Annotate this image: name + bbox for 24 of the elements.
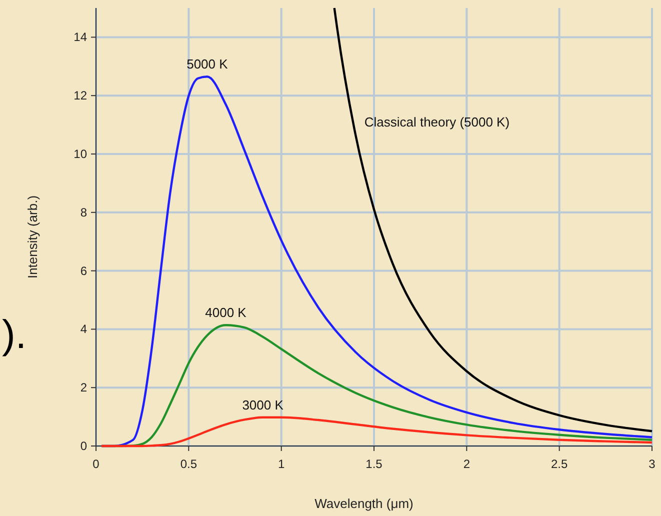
series-label: 5000 K [186, 56, 228, 72]
y-tick-label: 14 [74, 30, 88, 44]
line-series [100, 416, 654, 448]
y-tick-label: 4 [80, 322, 88, 336]
x-tick-label: 1 [278, 457, 285, 471]
x-tick-label: 2 [463, 457, 470, 471]
y-tick-label: 8 [80, 205, 88, 220]
x-axis-title: Wavelength (μm) [314, 496, 414, 511]
series-label: 4000 K [205, 305, 247, 320]
series-label: Classical theory (5000 K) [364, 114, 510, 130]
y-tick-label: 2 [80, 380, 88, 395]
y-tick-label: 12 [74, 88, 88, 103]
series-label: 3000 K [242, 397, 284, 412]
y-tick-label: 6 [80, 264, 88, 278]
x-tick-label: 0 [92, 457, 100, 471]
x-tick-label: 0.5 [180, 457, 198, 471]
x-tick-label: 3 [648, 457, 656, 471]
x-tick-label: 2.5 [550, 457, 568, 471]
y-axis-title: Intensity (arb.) [25, 195, 40, 279]
line-series [333, 6, 654, 432]
text: ). [2, 313, 26, 357]
x-tick-label: 1.5 [366, 457, 383, 471]
y-tick-label: 0 [80, 439, 88, 453]
y-tick-label: 10 [74, 147, 88, 161]
